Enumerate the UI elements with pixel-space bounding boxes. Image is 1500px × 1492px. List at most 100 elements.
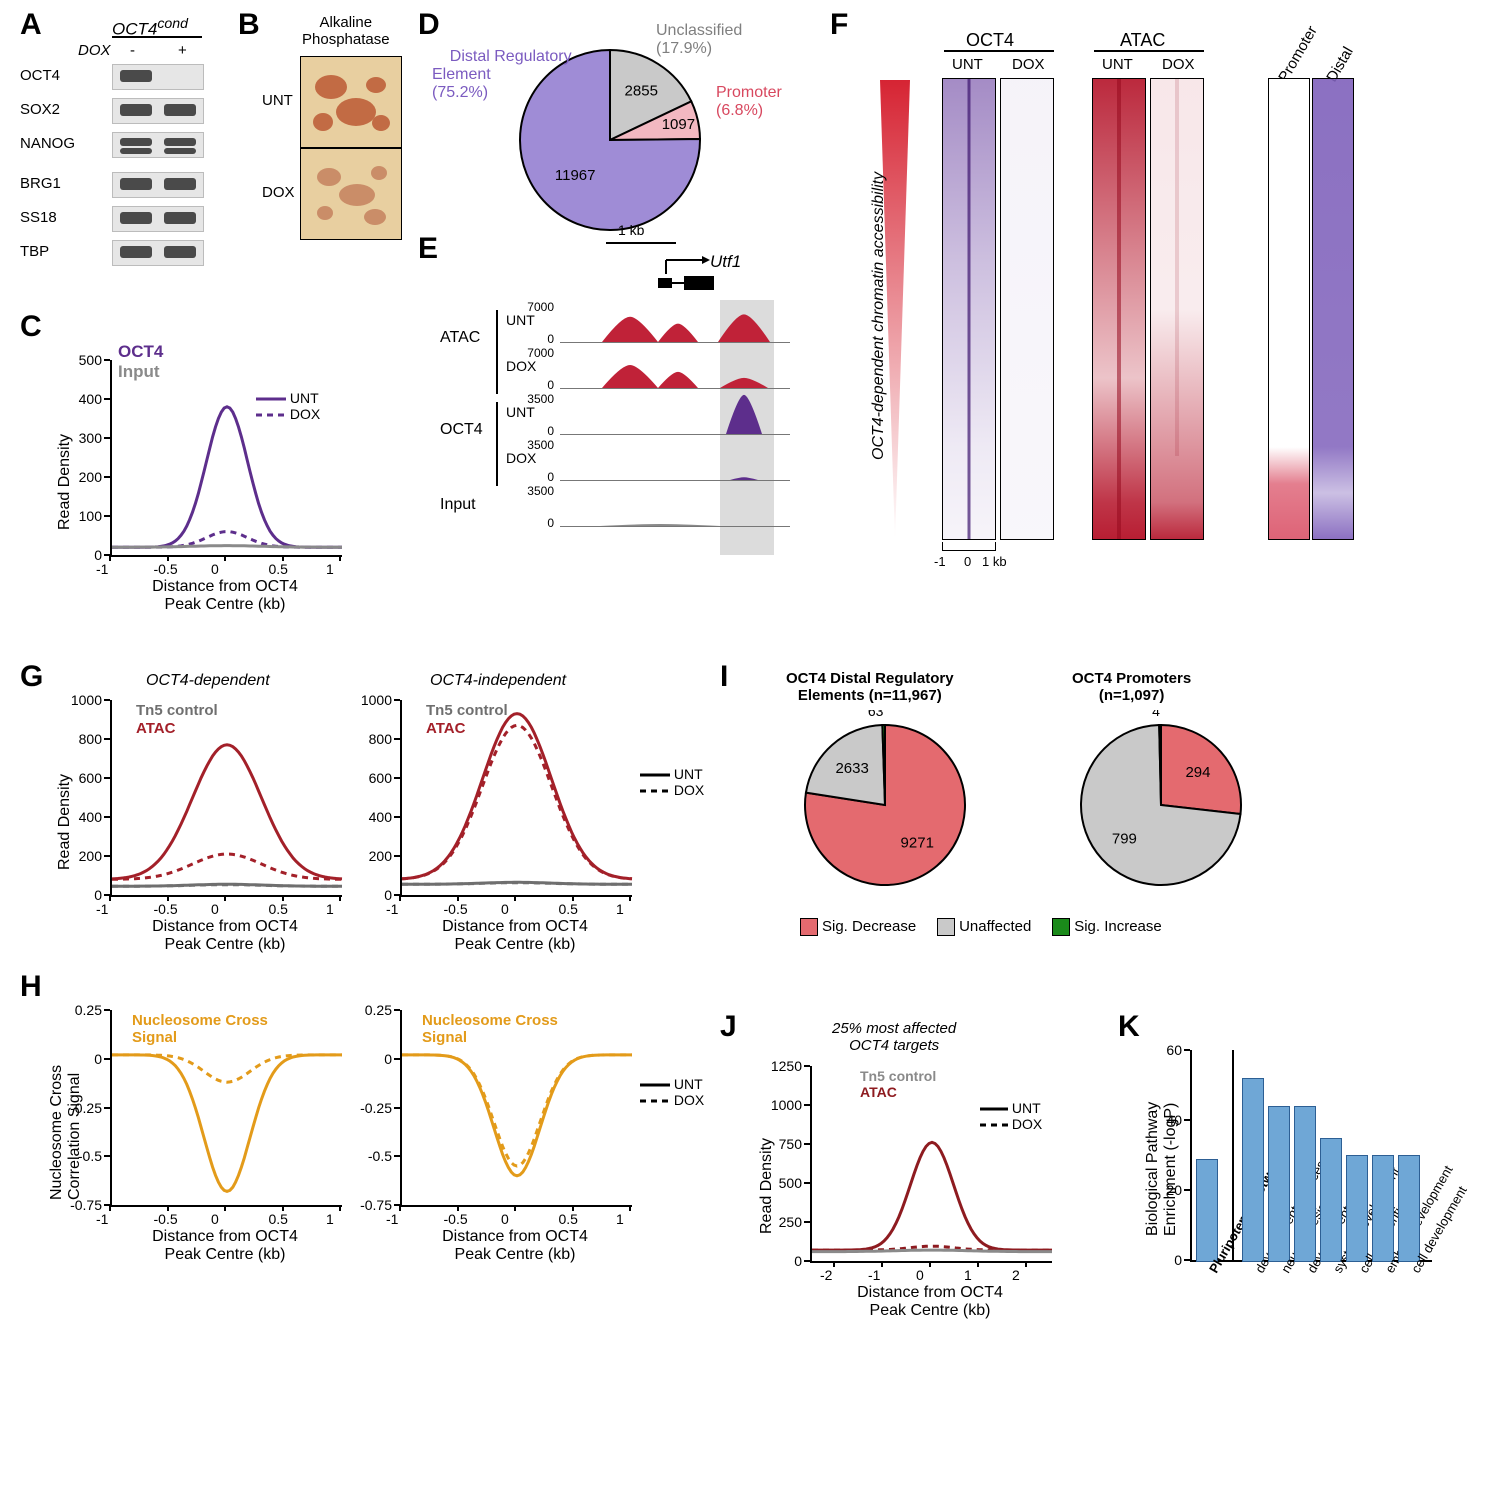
I-sw-un (937, 918, 955, 936)
svg-text:9271: 9271 (901, 835, 934, 852)
label-K: K (1118, 1010, 1140, 1044)
A-row-label: SS18 (20, 209, 57, 226)
G-right-title: OCT4-independent (430, 672, 566, 690)
C-ylabel: Read Density (56, 434, 74, 530)
F-bar1 (944, 50, 1054, 52)
I-legend: Sig. Decrease Unaffected Sig. Increase (800, 918, 1162, 936)
F-dox1: DOX (1012, 56, 1045, 73)
C-xlabel: Distance from OCT4 Peak Centre (kb) (110, 578, 340, 614)
A-row-label: SOX2 (20, 101, 60, 118)
svg-text:799: 799 (1112, 830, 1137, 847)
F-unt1: UNT (952, 56, 983, 73)
D-prom-pct: (6.8%) (716, 102, 763, 119)
F-ylabel: OCT4-dependent chromatin accessibility (870, 172, 888, 460)
F-prom-col (1268, 78, 1310, 540)
F-scale-l: -1 (934, 554, 946, 569)
H-leg-dox: DOX (674, 1092, 704, 1108)
I-pie-r: 2947994 (1066, 710, 1256, 900)
svg-text:2633: 2633 (835, 760, 868, 777)
G-tn5-r: Tn5 control (426, 702, 508, 719)
B-title: Alkaline Phosphatase (302, 14, 390, 48)
G-ylabel: Read Density (56, 774, 74, 870)
H-xlabel-r: Distance from OCT4 Peak Centre (kb) (400, 1228, 630, 1264)
F-hm-atac-unt (1092, 78, 1146, 540)
F-dox2: DOX (1162, 56, 1195, 73)
H-series-r: Nucleosome Cross Signal (422, 1012, 558, 1046)
A-row-label: TBP (20, 243, 49, 260)
svg-text:11967: 11967 (555, 167, 596, 184)
J-atac: ATAC (860, 1084, 897, 1100)
H-series-l: Nucleosome Cross Signal (132, 1012, 268, 1046)
label-A: A (20, 8, 42, 42)
G-legend: UNT DOX (640, 766, 704, 798)
D-dre-label: Distal Regulatory Element(75.2%) (432, 30, 572, 120)
F-hm-oct4-unt (942, 78, 996, 540)
K-bar (1294, 1106, 1316, 1262)
D-dre-txt: Distal Regulatory Element (432, 48, 572, 83)
E-gene-arrow (664, 256, 710, 278)
I-left-title: OCT4 Distal Regulatory Elements (n=11,96… (786, 670, 954, 704)
H-legend: UNT DOX (640, 1076, 704, 1108)
figure-root: A B D F C E G H I J K OCT4cond DOX - + A… (0, 0, 1500, 1492)
K-bar (1196, 1159, 1218, 1263)
F-scalebox (942, 542, 996, 551)
A-row-label: NANOG (20, 135, 75, 152)
G-tn5-l: Tn5 control (136, 702, 218, 719)
C-oct4: OCT4 (118, 342, 163, 362)
D-unc-txt: Unclassified (656, 22, 742, 39)
F-prom-h: Promoter (1275, 23, 1321, 85)
G-leg-dox: DOX (674, 782, 704, 798)
label-F: F (830, 8, 848, 42)
C-leg-dox: DOX (290, 406, 320, 422)
E-scale: 1 kb (618, 222, 644, 238)
G-xlabel-r: Distance from OCT4 Peak Centre (kb) (400, 918, 630, 954)
A-row-label: BRG1 (20, 175, 61, 192)
J-tn5: Tn5 control (860, 1068, 936, 1084)
A-plus: + (178, 42, 187, 59)
D-unc-label: Unclassified(17.9%) (656, 22, 742, 58)
B-dox-svg (301, 149, 401, 239)
J-xlabel: Distance from OCT4 Peak Centre (kb) (810, 1284, 1050, 1320)
A-title-sup: cond (157, 16, 188, 32)
I-leg-un: Unaffected (959, 918, 1031, 935)
G-atac-r: ATAC (426, 720, 465, 737)
D-prom-label: Promoter(6.8%) (716, 84, 782, 120)
K-bar (1268, 1106, 1290, 1262)
label-I: I (720, 660, 728, 694)
K-bar (1320, 1138, 1342, 1263)
E-scalebar (606, 242, 676, 244)
B-img-unt (300, 56, 402, 148)
label-J: J (720, 1010, 737, 1044)
K-bar (1398, 1155, 1420, 1262)
label-B: B (238, 8, 260, 42)
G-leg-unt: UNT (674, 766, 703, 782)
F-bar2 (1094, 50, 1204, 52)
J-title: 25% most affected OCT4 targets (832, 1020, 956, 1054)
K-bar (1372, 1155, 1394, 1262)
A-row-label: OCT4 (20, 67, 60, 84)
F-scale-c: 0 (964, 554, 971, 569)
svg-text:63: 63 (868, 710, 884, 719)
H-xlabel-l: Distance from OCT4 Peak Centre (kb) (110, 1228, 340, 1264)
label-G: G (20, 660, 43, 694)
svg-text:1097: 1097 (662, 116, 695, 133)
B-unt: UNT (262, 92, 293, 109)
I-sw-inc (1052, 918, 1070, 936)
B-img-dox (300, 148, 402, 240)
B-dox: DOX (262, 184, 295, 201)
B-unt-svg (301, 57, 401, 147)
svg-text:294: 294 (1185, 764, 1210, 781)
svg-text:2855: 2855 (625, 83, 658, 100)
I-leg-dec: Sig. Decrease (822, 918, 916, 935)
K-bar (1346, 1155, 1368, 1262)
H-leg-unt: UNT (674, 1076, 703, 1092)
F-hm-atac-dox (1150, 78, 1204, 540)
E-gene: Utf1 (710, 252, 741, 272)
J-legend: UNT DOX (980, 1100, 1042, 1132)
D-dre-pct: (75.2%) (432, 84, 488, 101)
G-xlabel-l: Distance from OCT4 Peak Centre (kb) (110, 918, 340, 954)
F-dist-col (1312, 78, 1354, 540)
J-svg (812, 1066, 1052, 1261)
A-minus: - (130, 42, 135, 59)
J-ax (810, 1066, 1052, 1263)
